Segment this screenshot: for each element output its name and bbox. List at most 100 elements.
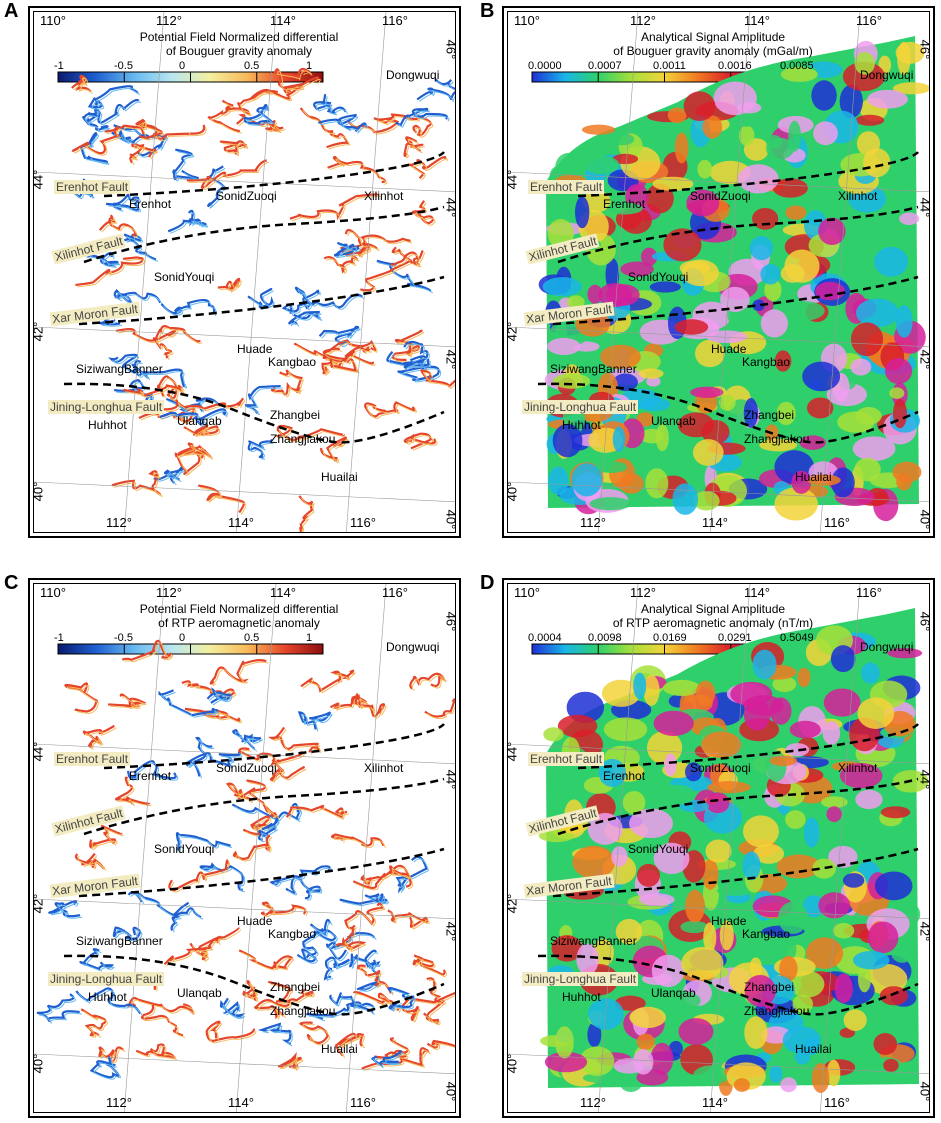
lat-right-0: 46°	[443, 39, 456, 60]
anomaly-blob	[645, 183, 674, 214]
place-zhangjiakou: Zhangjiakou	[744, 432, 810, 446]
contour-line	[329, 158, 388, 185]
contour-line	[38, 995, 82, 1024]
anomaly-blob	[603, 717, 648, 742]
graticule	[508, 12, 929, 532]
contour-line	[198, 484, 246, 514]
anomaly-blob	[842, 873, 865, 888]
lon-bottom-0: 112°	[106, 515, 132, 530]
map-title-line2: of RTP aeromagnetic anomaly (nT/m)	[612, 616, 814, 630]
anomaly-blob	[672, 483, 699, 515]
anomaly-blob	[789, 720, 821, 739]
anomaly-blob	[854, 457, 881, 482]
fault-traces	[537, 151, 919, 444]
contour-line	[76, 250, 121, 268]
contour-line	[269, 865, 331, 886]
contour-line	[228, 785, 258, 804]
anomaly-blob	[614, 995, 646, 1011]
map-title-line1: Analytical Signal Amplitude	[640, 602, 786, 616]
place-zhangjiakou: Zhangjiakou	[270, 1004, 336, 1018]
lon-top-1: 112°	[630, 13, 656, 28]
contour-line	[175, 832, 231, 851]
contour-line	[325, 931, 376, 960]
contour-line	[263, 904, 308, 918]
anomaly-blob	[555, 1026, 574, 1059]
contour-line	[322, 439, 349, 464]
anomaly-blob	[629, 808, 674, 839]
lon-top-2: 114°	[270, 13, 296, 28]
anomaly-blob	[857, 966, 871, 993]
anomaly-blob	[879, 986, 908, 1006]
place-huailai: Huailai	[321, 470, 358, 484]
contour-line	[115, 929, 143, 942]
lat-right-1: 44°	[443, 197, 456, 218]
contour-line	[178, 834, 233, 853]
contour-line	[300, 713, 333, 732]
contour-line	[111, 356, 143, 375]
anomaly-blob	[752, 207, 779, 230]
anomaly-blob	[744, 1016, 768, 1050]
anomaly-blob	[830, 645, 856, 673]
contour-line	[114, 776, 151, 805]
anomaly-blob	[587, 1022, 602, 1048]
contour-line	[186, 159, 267, 189]
contour-line	[77, 989, 143, 1016]
contour-line	[409, 155, 447, 179]
colorbar	[57, 643, 324, 655]
anomaly-blob	[575, 196, 590, 229]
fault-label-erenhot: Erenhot Fault	[528, 180, 605, 194]
fault-line	[63, 954, 445, 1016]
anomaly-blob	[544, 1051, 588, 1073]
fault-line	[83, 777, 445, 836]
anomaly-blob	[682, 259, 719, 287]
anomaly-blob	[855, 789, 883, 810]
contour-line	[127, 760, 177, 780]
anomaly-field	[36, 639, 455, 1080]
map-graphics-a	[34, 12, 455, 532]
anomaly-blob	[742, 851, 761, 881]
anomaly-blob	[695, 339, 725, 368]
contour-line	[188, 161, 269, 191]
lon-top-3: 116°	[856, 13, 882, 28]
anomaly-blob	[636, 863, 661, 887]
place-sonidyouqi: SonidYouqi	[628, 270, 689, 284]
contour-line	[207, 99, 240, 133]
contour-line	[80, 1008, 107, 1037]
contour-line	[138, 1045, 177, 1061]
contour-line	[315, 96, 349, 116]
contour-line	[177, 452, 208, 477]
contour-line	[281, 289, 320, 315]
contour-line	[79, 947, 115, 971]
contour-line	[75, 256, 144, 287]
lon-top-2: 114°	[744, 13, 770, 28]
lon-bottom-2: 116°	[824, 515, 850, 530]
contour-line	[205, 1020, 255, 1042]
contour-line	[390, 250, 424, 267]
contour-line	[425, 979, 447, 1026]
contour-line	[158, 689, 218, 717]
anomaly-blob	[753, 843, 785, 864]
place-ulanqab: Ulanqab	[651, 414, 696, 428]
anomaly-blob	[552, 423, 583, 458]
anomaly-blob	[719, 394, 736, 411]
anomaly-blob	[854, 52, 875, 75]
anomaly-blob	[737, 164, 779, 194]
anomaly-blob	[803, 817, 820, 848]
colorbar-tick-2: 0	[179, 60, 186, 72]
lat-left-1: 42°	[507, 893, 520, 914]
anomaly-blob	[582, 190, 611, 213]
anomaly-blob	[706, 330, 748, 344]
colorbar-tick-2: 0	[179, 632, 186, 644]
fault-label-erenhot: Erenhot Fault	[54, 752, 131, 766]
place-zhangbei: Zhangbei	[270, 980, 321, 994]
anomaly-blob	[655, 424, 669, 452]
anomaly-blob	[794, 1050, 811, 1065]
anomaly-blob	[857, 697, 895, 730]
anomaly-blob	[576, 943, 599, 975]
anomaly-blob	[572, 845, 616, 879]
place-sonidyouqi: SonidYouqi	[628, 842, 689, 856]
anomaly-blob	[811, 80, 837, 111]
lat-right-2: 42°	[443, 349, 456, 370]
contour-line	[276, 424, 346, 441]
contour-line	[140, 1004, 184, 1037]
